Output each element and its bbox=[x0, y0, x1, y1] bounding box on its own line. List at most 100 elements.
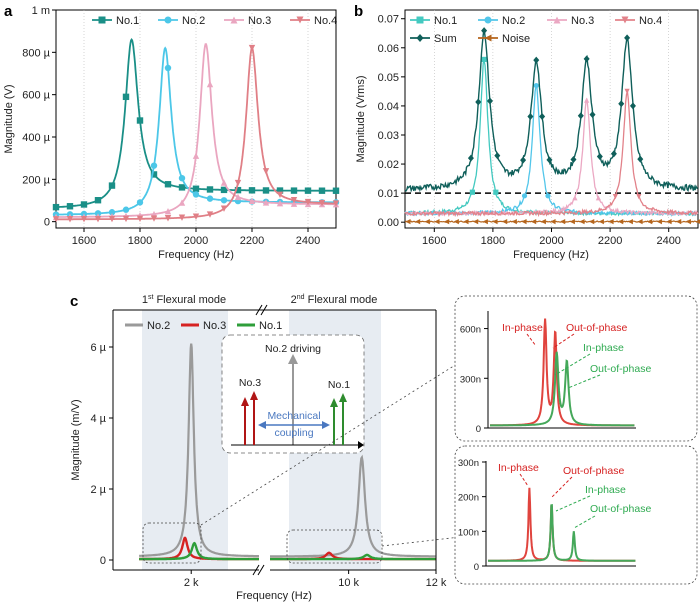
inset-coupling-line2: coupling bbox=[274, 427, 313, 439]
a-data-point bbox=[290, 196, 298, 204]
b-noise-point bbox=[444, 219, 450, 225]
b-xtick-label: 2400 bbox=[656, 235, 680, 247]
b-sum-point bbox=[596, 152, 603, 160]
b-sum-point bbox=[520, 156, 527, 164]
zb-ytick-label: 300n bbox=[458, 458, 479, 469]
a-data-point bbox=[94, 210, 102, 217]
b-data-point bbox=[624, 88, 630, 94]
chart-b-ylabel: Magnitude (Vrms) bbox=[355, 75, 367, 162]
b-noise-point bbox=[405, 219, 411, 225]
b-ytick-label: 0.04 bbox=[378, 101, 399, 113]
a-xtick-label: 1800 bbox=[128, 235, 152, 247]
b-sum-point bbox=[618, 100, 625, 108]
a-data-point bbox=[248, 187, 256, 194]
b-sum-point bbox=[527, 113, 534, 121]
a-data-point bbox=[178, 174, 186, 182]
b-sum-point bbox=[486, 97, 493, 105]
a-data-point bbox=[262, 168, 270, 175]
a-data-point bbox=[94, 197, 102, 204]
b-data-point bbox=[469, 189, 475, 195]
b-ytick-label: 0.00 bbox=[378, 217, 399, 229]
a-data-point bbox=[108, 215, 116, 223]
a-data-point bbox=[136, 215, 144, 223]
b-sum-point bbox=[577, 112, 584, 120]
b-sum-point bbox=[475, 98, 482, 106]
a-data-point bbox=[276, 191, 284, 199]
b-data-point bbox=[572, 195, 578, 201]
b-legend-label: No.1 bbox=[434, 15, 457, 27]
b-sum-point bbox=[533, 56, 540, 64]
zt-ytick-label: 0 bbox=[476, 424, 481, 435]
b-series-line-2 bbox=[404, 83, 699, 218]
b-noise-point bbox=[685, 219, 691, 225]
a-data-point bbox=[52, 203, 60, 211]
chart-b-xlabel: Frequency (Hz) bbox=[513, 249, 589, 261]
zoom-panel-top: 0 300n 600n In-phase Out-of-phase In-phase… bbox=[454, 295, 698, 442]
a-data-point bbox=[80, 201, 88, 208]
chart-a-ylabel: Magnitude (V) bbox=[3, 84, 15, 153]
b-noise-point bbox=[560, 219, 566, 225]
a-data-point bbox=[234, 193, 242, 201]
b-data-point bbox=[595, 195, 601, 201]
a-data-point bbox=[94, 215, 102, 223]
b-ytick-label: 0.06 bbox=[378, 43, 399, 55]
c-ytick-label: 6 µ bbox=[90, 342, 106, 354]
inset-right-label: No.1 bbox=[328, 379, 350, 391]
axis-break-top bbox=[255, 304, 263, 316]
b-noise-point bbox=[414, 219, 421, 225]
b-data-point bbox=[533, 82, 539, 89]
b-ytick-label: 0.05 bbox=[378, 72, 399, 84]
a-data-point bbox=[122, 215, 130, 223]
a-data-point bbox=[206, 80, 214, 88]
b-ytick-label: 0.01 bbox=[378, 188, 399, 200]
b-noise-point bbox=[569, 219, 575, 225]
a-ytick-label: 600 µ bbox=[22, 90, 50, 102]
a-data-point bbox=[318, 187, 326, 194]
a-data-point bbox=[122, 93, 130, 101]
zt-ann-outphase-red: Out-of-phase bbox=[566, 322, 627, 334]
b-sum-point bbox=[637, 155, 644, 163]
a-data-point bbox=[178, 184, 186, 191]
c-series-line-3-seg1 bbox=[139, 541, 259, 561]
a-data-point bbox=[262, 187, 270, 194]
chart-b: 1600 1800 2000 2200 2400 0.00 0.01 0.02 0.03 0.0… bbox=[355, 9, 700, 261]
b-legend-marker bbox=[416, 34, 424, 42]
a-data-point bbox=[276, 187, 284, 194]
b-data-point bbox=[612, 194, 618, 200]
c-legend-label: No.3 bbox=[203, 320, 226, 332]
b-series-sum bbox=[404, 29, 699, 193]
b-xtick-label: 1800 bbox=[481, 235, 505, 247]
b-noise-point bbox=[608, 219, 614, 225]
a-legend-marker bbox=[164, 16, 172, 24]
connector-top bbox=[200, 361, 461, 526]
zb-green-line bbox=[488, 504, 636, 562]
mode1-label: 1st Flexural mode bbox=[142, 294, 226, 306]
a-ytick-label: 200 µ bbox=[22, 174, 50, 186]
b-noise-point bbox=[473, 219, 479, 225]
a-data-point bbox=[136, 117, 144, 124]
panel-label-c: c bbox=[70, 293, 78, 310]
a-ytick-label: 400 µ bbox=[22, 132, 50, 144]
b-noise-point bbox=[637, 219, 643, 225]
b-data-point bbox=[636, 194, 642, 200]
a-data-point bbox=[164, 215, 172, 222]
a-data-point bbox=[248, 197, 256, 205]
b-xtick-label: 1600 bbox=[422, 235, 446, 247]
inset-title: No.2 driving bbox=[265, 343, 321, 355]
zoom-box-mode1 bbox=[142, 522, 202, 564]
inset-coupling-line1: Mechanical bbox=[267, 410, 320, 422]
b-sum-point bbox=[570, 156, 577, 164]
b-data-point bbox=[481, 56, 487, 63]
a-legend-label: No.3 bbox=[248, 15, 271, 27]
b-legend-marker bbox=[484, 16, 492, 24]
b-sum-point bbox=[583, 55, 590, 63]
c-series-line-3-seg2 bbox=[270, 553, 436, 561]
c-series-line-1-seg2 bbox=[270, 454, 436, 558]
zb-ytick-label: 200n bbox=[458, 493, 479, 504]
c-series-line-1-seg1 bbox=[139, 343, 259, 558]
a-data-point bbox=[206, 211, 214, 218]
a-data-point bbox=[192, 213, 200, 220]
panel-label-b: b bbox=[354, 3, 363, 20]
zb-ytick-label: 0 bbox=[474, 562, 479, 573]
a-data-point bbox=[52, 216, 60, 223]
